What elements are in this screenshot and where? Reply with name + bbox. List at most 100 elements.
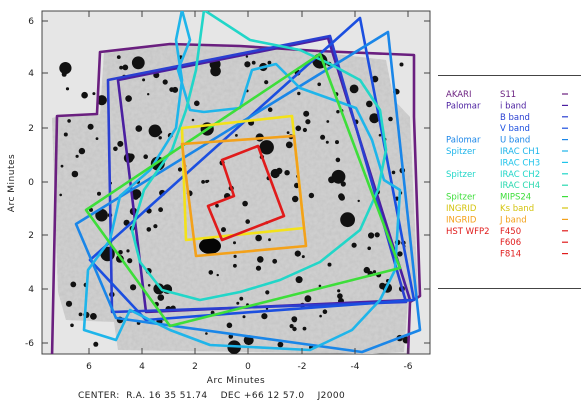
- legend-band: F814: [500, 250, 521, 260]
- source-blob: [147, 93, 150, 96]
- legend-band: IRAC CH2: [500, 170, 540, 180]
- source-blob: [148, 124, 162, 138]
- source-blob: [399, 62, 404, 67]
- source-blob: [125, 95, 132, 102]
- source-blob: [301, 255, 305, 259]
- source-blob: [177, 167, 183, 172]
- source-blob: [302, 326, 307, 331]
- legend-entry: AKARI S11: [446, 90, 568, 100]
- source-blob: [81, 91, 88, 99]
- spitzer-irac-ch2-footprint: [130, 11, 388, 302]
- source-blob: [292, 326, 297, 332]
- source-blob: [265, 290, 270, 295]
- source-blob: [89, 207, 93, 212]
- legend-entry: INGRID J band: [446, 215, 568, 225]
- source-blob: [286, 131, 290, 135]
- source-blob: [308, 192, 315, 199]
- source-blob: [96, 95, 107, 106]
- legend-band: MIPS24: [500, 193, 531, 203]
- legend-entry: Palomar i band: [446, 101, 568, 111]
- source-blob: [146, 227, 152, 232]
- legend-band: i band: [500, 101, 526, 111]
- source-blob: [317, 82, 322, 87]
- source-blob: [70, 281, 77, 288]
- source-blob: [285, 141, 293, 149]
- x-tick-label: 4: [139, 362, 145, 372]
- source-blob: [242, 200, 248, 207]
- source-blob: [335, 157, 341, 163]
- source-blob: [191, 118, 195, 122]
- source-blob: [368, 232, 375, 239]
- source-blob: [255, 265, 262, 271]
- source-blob: [119, 65, 123, 70]
- source-blob: [267, 107, 273, 112]
- source-blob: [236, 301, 240, 305]
- palomar-b-footprint: [106, 34, 408, 314]
- source-blob: [369, 113, 380, 124]
- source-blob: [351, 242, 357, 248]
- x-tick-label: 2: [192, 362, 198, 372]
- y-tick-label: 2: [28, 124, 34, 134]
- legend-band: IRAC CH1: [500, 147, 540, 157]
- hst-wfpc2-footprint: [206, 144, 286, 242]
- source-blob: [131, 56, 145, 70]
- source-blob: [267, 60, 272, 65]
- y-tick-label: 4: [28, 69, 34, 79]
- legend-instrument: INGRID: [446, 215, 477, 225]
- source-blob: [391, 170, 396, 175]
- source-blob: [206, 179, 210, 183]
- source-blob: [239, 296, 244, 301]
- source-blob: [245, 219, 250, 224]
- source-blob: [116, 55, 121, 59]
- x-tick-label: -4: [351, 362, 360, 372]
- source-blob: [65, 87, 70, 91]
- source-blob: [126, 249, 130, 253]
- source-blob: [215, 203, 219, 208]
- legend-band: U band: [500, 136, 530, 146]
- legend-entry: Spitzer MIPS24: [446, 193, 568, 203]
- palomar-v-footprint: [88, 16, 416, 322]
- source-blob: [158, 136, 162, 140]
- source-blob: [320, 134, 326, 140]
- source-blob: [261, 313, 268, 320]
- footprint-outlines: [50, 11, 422, 354]
- source-blob: [90, 313, 97, 320]
- legend-entry: IRAC CH3: [500, 158, 568, 168]
- spitzer-mips24-footprint: [84, 52, 402, 328]
- source-blob: [318, 284, 322, 288]
- source-blob: [277, 341, 284, 348]
- legend-instrument: INGRID: [446, 204, 477, 214]
- source-blob: [63, 132, 68, 137]
- source-blob: [92, 92, 96, 96]
- source-blob: [325, 140, 329, 144]
- legend-instrument: HST WFP2: [446, 227, 490, 237]
- source-blob: [157, 294, 165, 301]
- source-blob: [371, 75, 379, 83]
- legend-entry: F814: [500, 250, 568, 260]
- source-blob: [65, 300, 73, 307]
- x-tick-labels: 6 4 2 0 -2 -4 -6: [86, 362, 413, 372]
- source-blob: [78, 312, 83, 317]
- source-blob: [199, 238, 221, 254]
- source-blob: [366, 100, 373, 108]
- legend-frame: [438, 75, 581, 289]
- source-blob: [295, 125, 302, 132]
- source-blob: [327, 262, 332, 267]
- legend-entry: V band: [500, 124, 568, 134]
- source-blob: [305, 119, 311, 125]
- source-blob: [349, 84, 359, 94]
- source-blob: [284, 170, 290, 176]
- source-blob: [388, 116, 393, 122]
- source-blob: [265, 307, 269, 310]
- legend-entry: Spitzer IRAC CH2: [446, 170, 568, 180]
- legend-entry: Spitzer IRAC CH1: [446, 147, 568, 157]
- source-blob: [153, 283, 165, 295]
- source-blob: [304, 295, 312, 303]
- legend-band: V band: [500, 124, 530, 134]
- source-blob: [242, 315, 246, 319]
- source-blob: [210, 310, 215, 315]
- axis-ticks: [42, 11, 430, 354]
- source-blob: [337, 293, 343, 299]
